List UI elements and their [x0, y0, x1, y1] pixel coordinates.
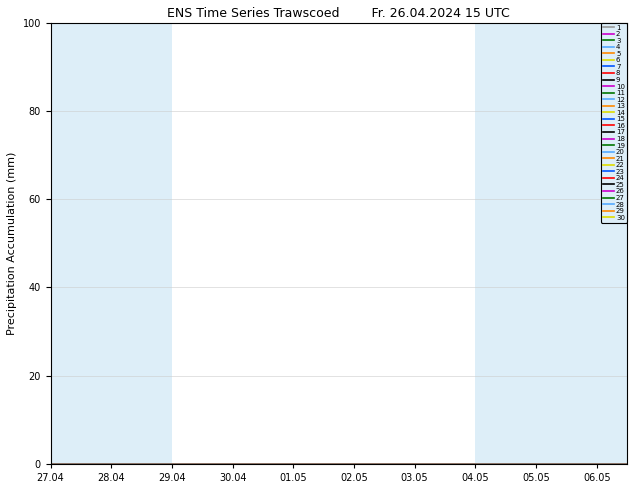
Bar: [597, 23, 627, 464]
Title: ENS Time Series Trawscoed        Fr. 26.04.2024 15 UTC: ENS Time Series Trawscoed Fr. 26.04.2024…: [167, 7, 510, 20]
Bar: [476, 23, 536, 464]
Bar: [51, 23, 112, 464]
Bar: [536, 23, 597, 464]
Bar: [112, 23, 172, 464]
Y-axis label: Precipitation Accumulation (mm): Precipitation Accumulation (mm): [7, 151, 17, 335]
Legend: 1, 2, 3, 4, 5, 6, 7, 8, 9, 10, 11, 12, 13, 14, 15, 16, 17, 18, 19, 20, 21, 22, 2: 1, 2, 3, 4, 5, 6, 7, 8, 9, 10, 11, 12, 1…: [600, 23, 627, 223]
